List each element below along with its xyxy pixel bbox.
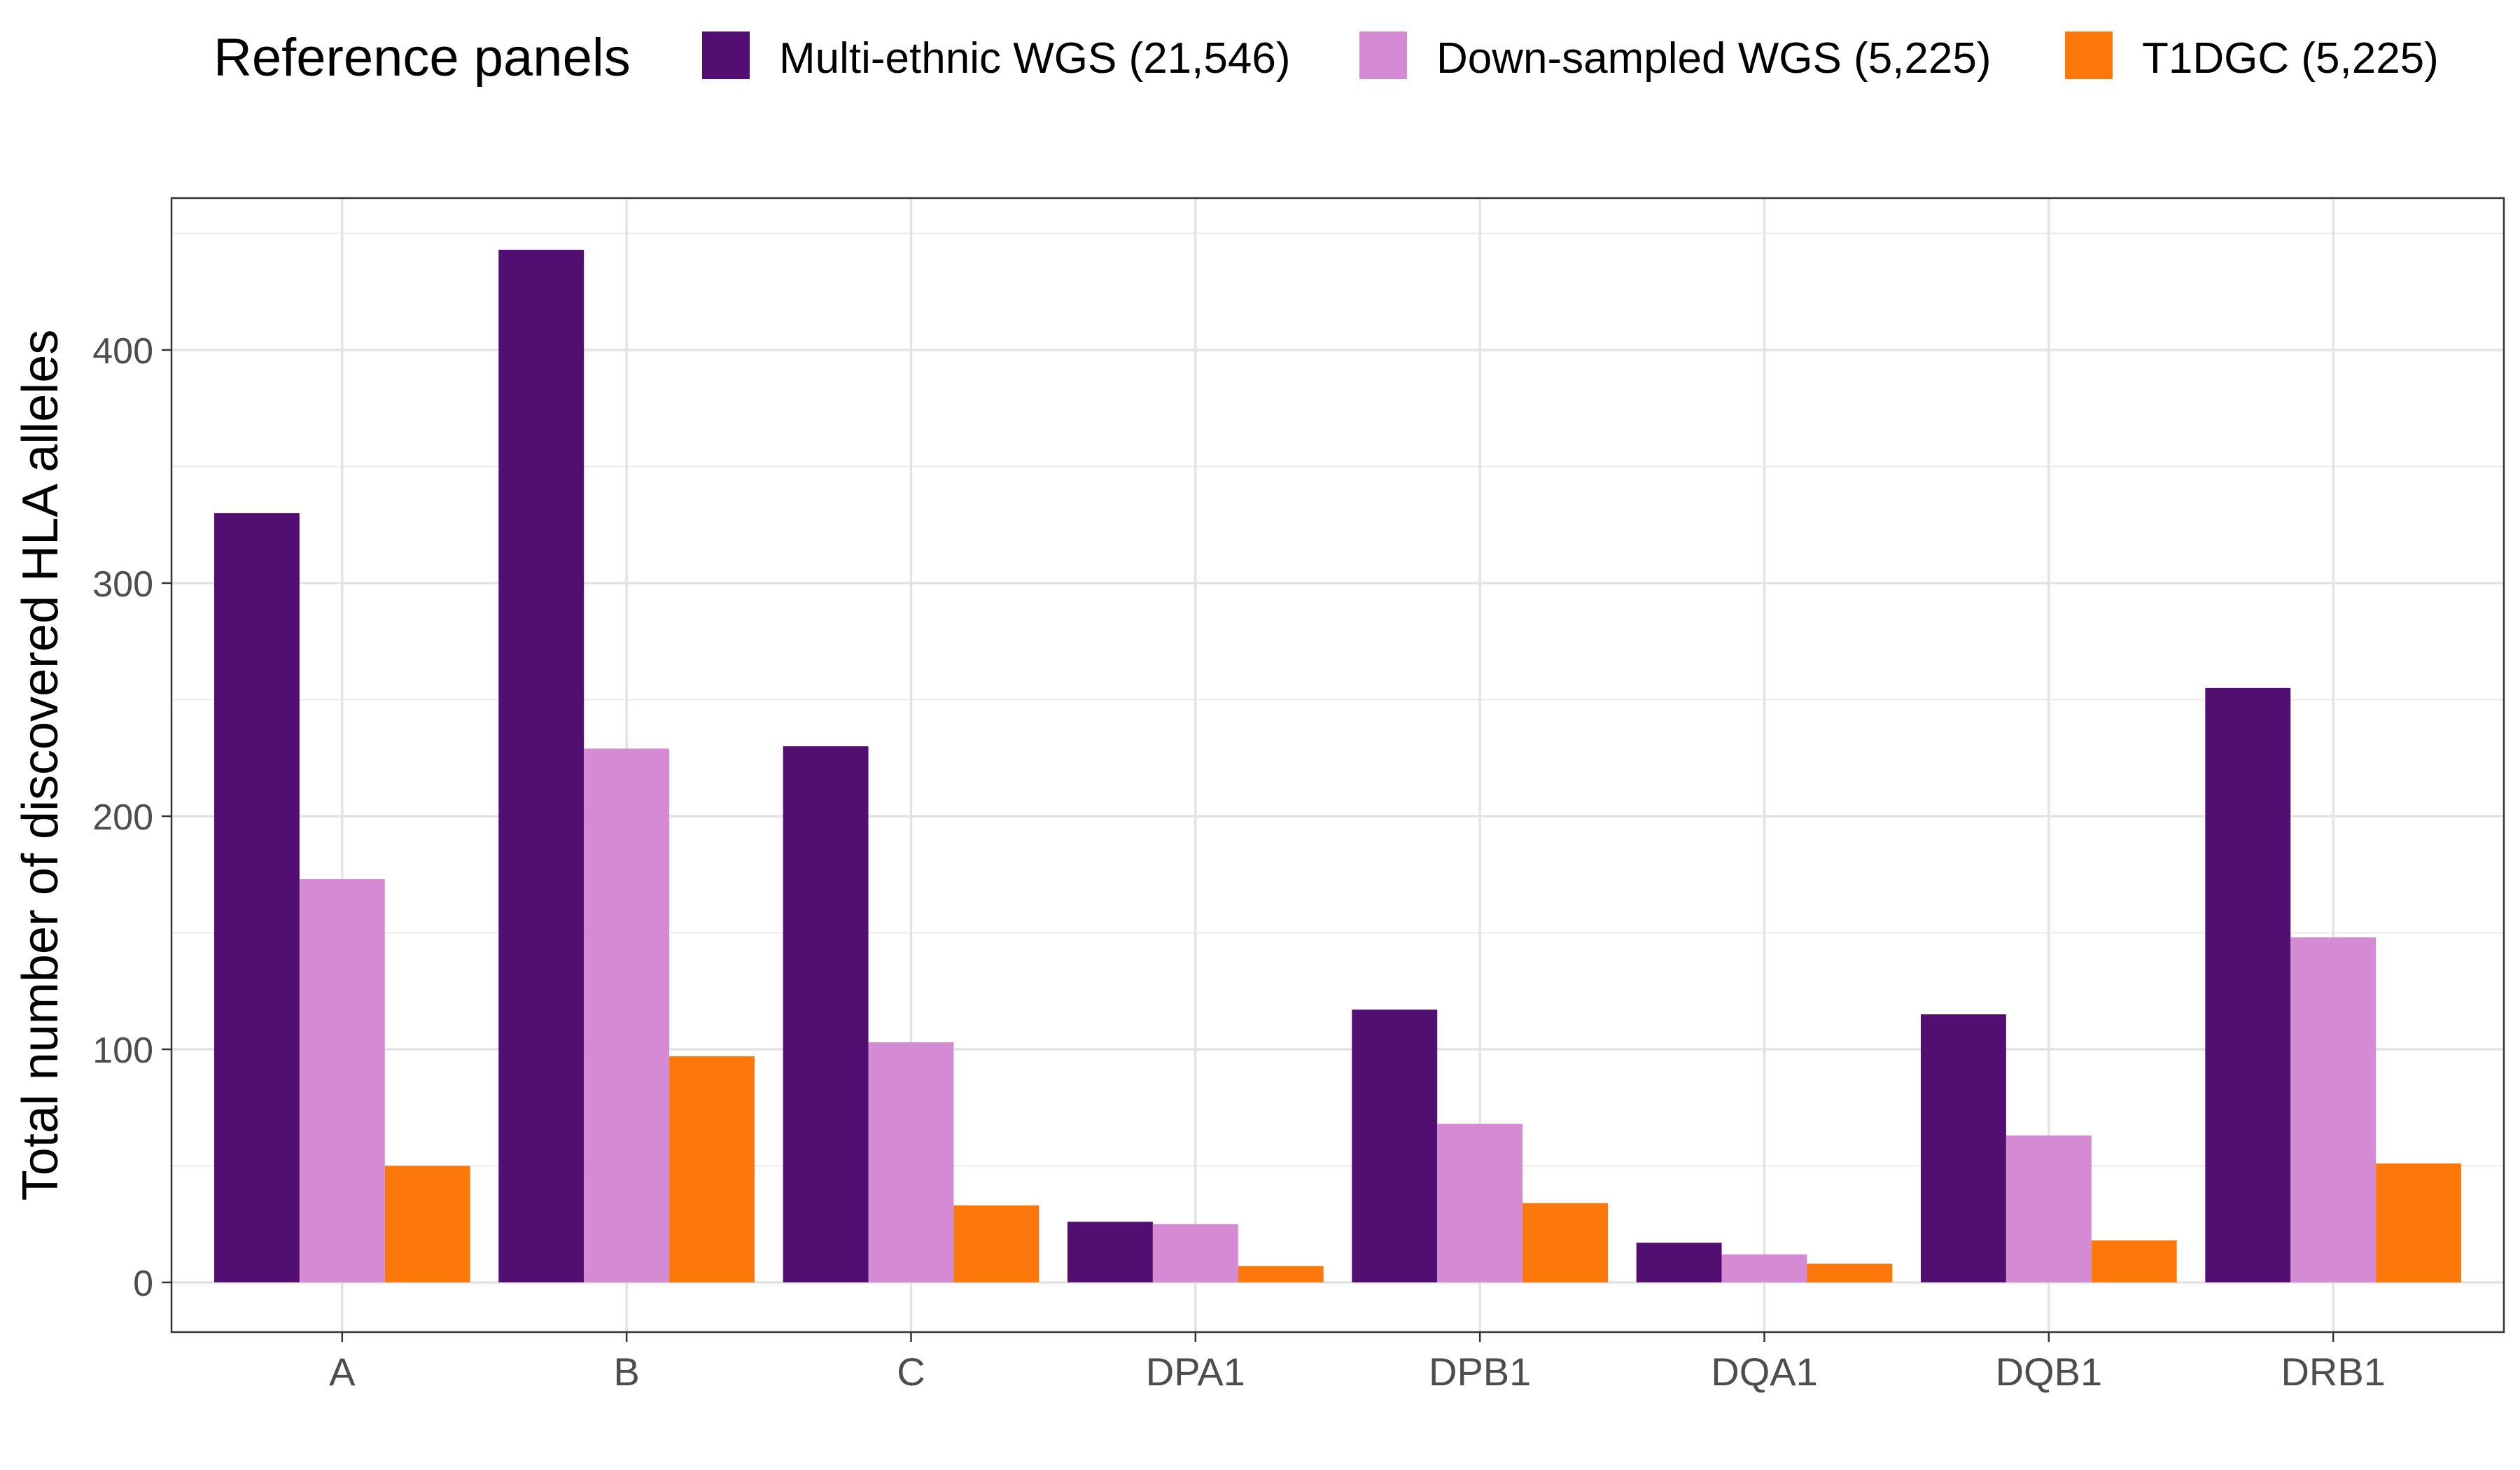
legend-key-series-2 <box>1359 31 1407 79</box>
legend-key-series-3 <box>2065 31 2113 79</box>
bars <box>214 249 2462 1282</box>
bar-DRB1-series-3 <box>2376 1163 2462 1282</box>
bar-DPB1-series-2 <box>1437 1124 1523 1282</box>
bar-B-series-2 <box>584 748 670 1282</box>
y-tick-label: 400 <box>92 331 153 372</box>
y-tick-label: 100 <box>92 1030 153 1071</box>
legend-title: Reference panels <box>214 28 631 88</box>
bar-DPA1-series-3 <box>1238 1266 1324 1282</box>
y-axis: 0 100 200 300 400 <box>92 331 172 1304</box>
legend-label-series-2: Down-sampled WGS (5,225) <box>1436 34 1991 83</box>
legend-key-series-1 <box>702 31 750 79</box>
x-tick-label-DPA1: DPA1 <box>1146 1350 1245 1394</box>
legend-label-series-3: T1DGC (5,225) <box>2142 34 2439 83</box>
y-tick-label: 0 <box>133 1264 153 1304</box>
bar-DPA1-series-2 <box>1152 1224 1238 1282</box>
bar-DQA1-series-1 <box>1636 1242 1722 1282</box>
bar-C-series-2 <box>868 1042 954 1282</box>
x-axis: A B C DPA1 DPB1 DQA1 DQB1 DRB1 <box>329 1332 2386 1394</box>
bar-DPB1-series-1 <box>1352 1009 1438 1282</box>
x-tick-label-B: B <box>613 1350 639 1394</box>
bar-DQA1-series-3 <box>1807 1264 1893 1282</box>
bar-A-series-3 <box>384 1166 470 1282</box>
y-axis-title: Total number of discovered HLA alleles <box>13 330 69 1201</box>
bar-DQB1-series-3 <box>2091 1240 2177 1282</box>
x-tick-label-DRB1: DRB1 <box>2281 1350 2385 1394</box>
bar-DQB1-series-2 <box>2005 1135 2092 1282</box>
bar-DQA1-series-2 <box>1721 1254 1807 1282</box>
legend-label-series-1: Multi-ethnic WGS (21,546) <box>779 34 1290 83</box>
bar-DRB1-series-1 <box>2205 687 2291 1282</box>
bar-A-series-1 <box>214 513 300 1282</box>
bar-DQB1-series-1 <box>1921 1014 2006 1282</box>
bar-B-series-3 <box>669 1056 755 1282</box>
bar-DPA1-series-1 <box>1067 1222 1153 1282</box>
x-tick-label-C: C <box>897 1350 925 1394</box>
bar-B-series-1 <box>498 249 584 1282</box>
plot-panel-border <box>170 197 2505 1334</box>
y-tick-label: 200 <box>92 797 153 838</box>
bar-C-series-1 <box>783 746 869 1282</box>
legend: Reference panels Multi-ethnic WGS (21,54… <box>214 28 2439 88</box>
bar-DRB1-series-2 <box>2290 937 2376 1282</box>
bar-DPB1-series-3 <box>1522 1203 1609 1282</box>
x-tick-label-DQA1: DQA1 <box>1711 1350 1818 1394</box>
y-tick-label: 300 <box>92 564 153 605</box>
x-tick-label-A: A <box>329 1350 356 1394</box>
bar-A-series-2 <box>299 878 385 1282</box>
bar-C-series-3 <box>953 1205 1040 1282</box>
x-tick-label-DPB1: DPB1 <box>1429 1350 1531 1394</box>
x-tick-label-DQB1: DQB1 <box>1996 1350 2103 1394</box>
